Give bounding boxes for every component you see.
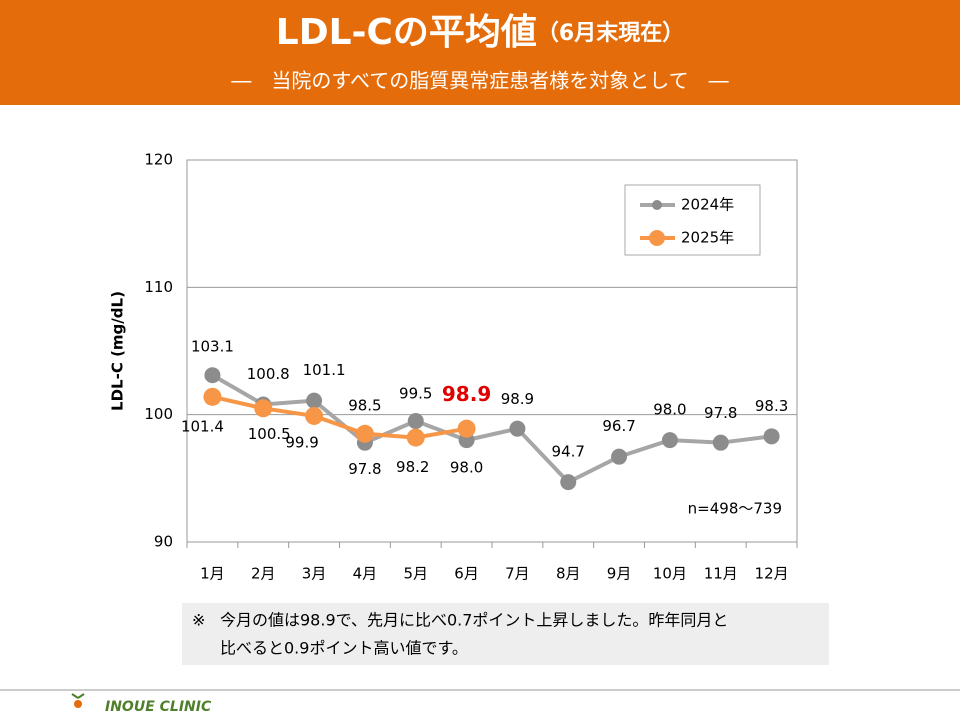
subtitle: ― 当院のすべての脂質異常症患者様を対象として ― [231, 69, 728, 93]
x-tick-label: 11月 [704, 565, 738, 583]
series-line [211, 373, 772, 485]
title-main: LDL-Cの平均値 [276, 12, 537, 53]
marker [407, 413, 424, 430]
y-tick-label: 90 [154, 533, 173, 551]
data-label: 101.4 [181, 417, 224, 435]
header-band [0, 0, 960, 105]
marker [254, 399, 273, 418]
marker [457, 419, 476, 438]
data-label: 100.8 [247, 365, 290, 383]
y-tick-label: 110 [144, 278, 173, 296]
data-label: 100.5 [248, 425, 291, 443]
x-tick-label: 4月 [353, 565, 378, 583]
legend-box [624, 184, 761, 256]
y-axis-title: LDL-C (mg/dL) [109, 291, 127, 411]
data-label: 94.7 [552, 443, 585, 461]
marker [355, 424, 374, 443]
legend-marker [652, 200, 662, 210]
x-tick-label: 6月 [454, 565, 479, 583]
legend-label: 2025年 [681, 229, 734, 247]
data-label: 98.2 [396, 458, 429, 476]
data-label: 99.9 [285, 433, 318, 451]
note-box [182, 603, 829, 665]
data-label: 98.9 [501, 390, 534, 408]
note-line: 今月の値は98.9で、先月に比べ0.7ポイント上昇しました。昨年同月と [220, 611, 728, 630]
marker [406, 428, 425, 447]
legend-label: 2024年 [681, 196, 734, 214]
logo [71, 693, 85, 708]
x-tick-label: 8月 [556, 565, 581, 583]
data-label: 98.5 [348, 396, 381, 414]
footer-clinic: INOUE CLINIC [105, 699, 212, 715]
x-tick-label: 3月 [302, 565, 327, 583]
note-line: 比べると0.9ポイント高い値です。 [220, 639, 468, 658]
legend-marker [649, 230, 665, 246]
x-tick-label: 1月 [200, 565, 225, 583]
marker [560, 474, 577, 491]
data-label: 97.8 [348, 460, 381, 478]
data-label: 96.7 [602, 417, 635, 435]
data-label: 103.1 [191, 338, 234, 356]
marker [203, 387, 222, 406]
marker [763, 428, 780, 445]
data-label: 98.3 [755, 397, 788, 415]
data-label: 98.9 [442, 382, 491, 406]
marker [204, 367, 221, 384]
marker [306, 392, 323, 409]
marker [712, 434, 729, 451]
marker [611, 448, 628, 465]
title-note: （6月末現在） [537, 20, 684, 46]
note-mark: ※ [192, 611, 205, 630]
data-label: 98.0 [450, 459, 483, 477]
x-tick-label: 7月 [505, 565, 530, 583]
y-tick-label: 120 [144, 151, 173, 169]
x-tick-label: 2月 [251, 565, 276, 583]
marker [661, 432, 678, 449]
data-label: 99.5 [399, 385, 432, 403]
x-tick-label: 10月 [653, 565, 687, 583]
data-label: 101.1 [303, 361, 346, 379]
marker [305, 406, 324, 425]
title: LDL-Cの平均値（6月末現在） [276, 12, 684, 53]
x-tick-label: 12月 [755, 565, 789, 583]
data-label: 98.0 [653, 401, 686, 419]
x-tick-label: 5月 [403, 565, 428, 583]
data-label: 97.8 [704, 404, 737, 422]
y-tick-label: 100 [144, 405, 173, 423]
marker [509, 420, 526, 437]
x-tick-label: 9月 [607, 565, 632, 583]
annotation: n=498～739 [688, 500, 782, 518]
